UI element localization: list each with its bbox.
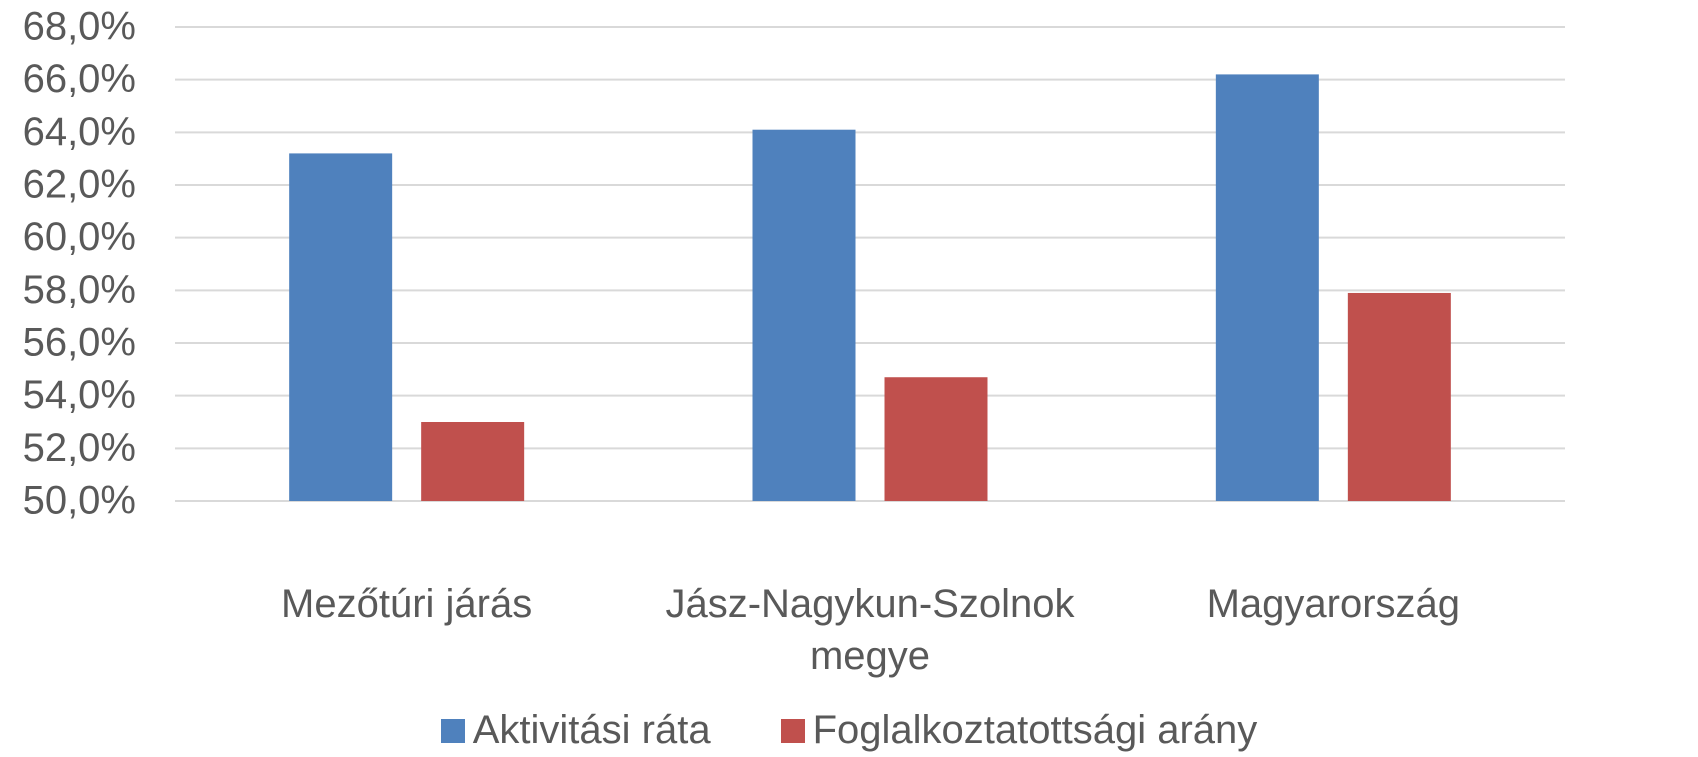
legend-swatch: [440, 718, 465, 743]
bar: [884, 377, 988, 501]
x-tick-label: Magyarország: [1206, 582, 1461, 626]
legend-item: Aktivitási ráta: [440, 708, 711, 753]
x-tick-label: Mezőtúri járás: [281, 582, 533, 626]
y-tick-label: 54,0%: [23, 373, 136, 417]
y-tick-label: 62,0%: [23, 163, 136, 207]
y-tick-label: 56,0%: [23, 321, 136, 365]
legend-label: Aktivitási ráta: [472, 708, 711, 752]
bar: [289, 153, 393, 501]
y-tick-label: 58,0%: [23, 268, 136, 312]
legend-label: Foglalkoztatottsági arány: [812, 708, 1258, 752]
y-tick-label: 52,0%: [23, 426, 136, 470]
bar: [1215, 74, 1319, 502]
bar: [421, 422, 525, 501]
y-tick-label: 50,0%: [23, 479, 136, 523]
y-tick-label: 66,0%: [23, 57, 136, 101]
y-tick-label: 64,0%: [23, 110, 136, 154]
y-tick-label: 60,0%: [23, 215, 136, 259]
legend: Aktivitási ráta Foglalkoztatottsági arány: [0, 708, 1698, 753]
x-tick-label: Jász-Nagykun-Szolnok megye: [665, 582, 1075, 678]
legend-item: Foglalkoztatottsági arány: [780, 708, 1258, 753]
bar: [752, 129, 856, 501]
legend-swatch: [780, 718, 805, 743]
bar: [1347, 292, 1451, 501]
y-tick-label: 68,0%: [23, 5, 136, 49]
